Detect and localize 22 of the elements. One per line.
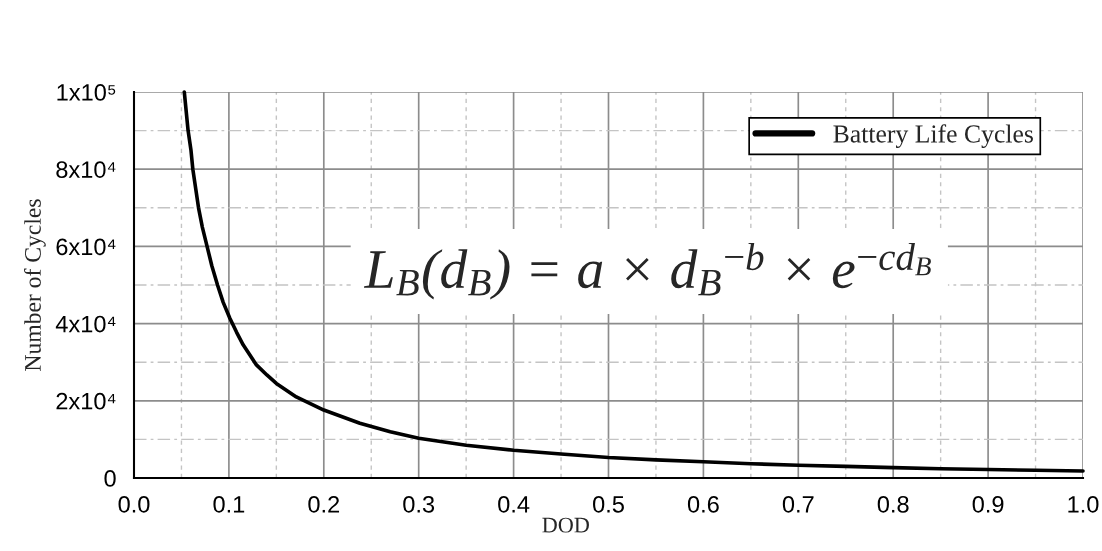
x-tick-label: 0.4 bbox=[498, 495, 530, 513]
x-axis-title: DOD bbox=[542, 517, 589, 533]
x-tick-label: 0.9 bbox=[972, 495, 1004, 513]
y-axis-title: Number of Cycles bbox=[24, 199, 46, 371]
x-tick-label: 0.5 bbox=[593, 495, 624, 513]
x-tick-label: 0.2 bbox=[308, 495, 340, 513]
legend-label: Battery Life Cycles bbox=[833, 124, 1033, 148]
x-tick-label: 0.0 bbox=[118, 495, 150, 513]
y-tick-label: 6x10⁴ bbox=[56, 238, 116, 256]
y-tick-label: 2x10⁴ bbox=[56, 392, 116, 410]
x-tick-label: 0.8 bbox=[877, 495, 909, 513]
y-tick-label: 0 bbox=[104, 470, 116, 487]
x-tick-label: 0.6 bbox=[687, 495, 719, 513]
text: L$_{B}$(d$_{B}$) = a × d$_{B}$$^{−b}$ × e$^{−cdB}$ bbox=[363, 242, 931, 300]
y-tick-label: 4x10⁴ bbox=[55, 315, 116, 333]
x-tick-label: 0.3 bbox=[403, 495, 435, 513]
x-tick-label: 0.1 bbox=[213, 495, 245, 513]
x-tick-label: 1.0 bbox=[1068, 495, 1099, 513]
y-tick-label: 1x10⁵ bbox=[57, 84, 116, 101]
line-series bbox=[182, 90, 1085, 473]
y-tick-label: 8x10⁴ bbox=[56, 161, 116, 178]
x-tick-label: 0.7 bbox=[782, 495, 814, 513]
